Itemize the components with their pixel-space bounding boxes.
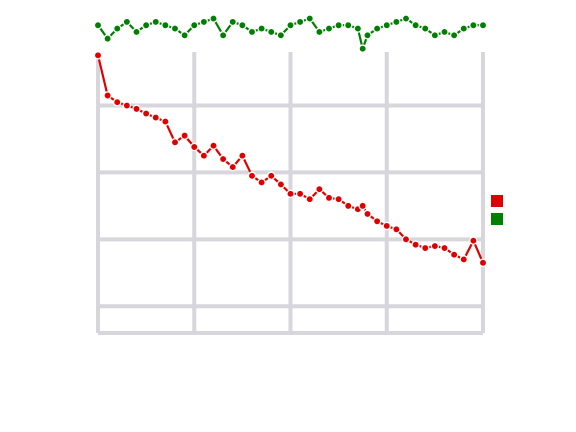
series-0-point-23 — [315, 184, 324, 194]
series-1-point-20 — [286, 20, 295, 30]
series-1-point-32 — [392, 17, 401, 27]
series-1-point-11 — [199, 17, 209, 27]
series-1-point-29 — [363, 31, 372, 40]
series-1-point-39 — [459, 24, 468, 33]
series-0-point-26 — [343, 201, 353, 211]
series-1-point-24 — [324, 24, 334, 33]
series-1-point-15 — [238, 20, 247, 30]
series-0-point-18 — [266, 171, 276, 181]
series-1-point-14 — [228, 17, 237, 27]
legend-swatch-1 — [491, 213, 503, 225]
series-1-point-22 — [305, 14, 314, 23]
series-1-point-27 — [353, 24, 363, 33]
series-0-point-38 — [449, 250, 459, 259]
series-1-point-13 — [218, 31, 228, 40]
series-0-point-9 — [180, 131, 189, 140]
series-0-point-7 — [161, 117, 170, 126]
series-1-point-0 — [93, 20, 103, 30]
series-0-point-4 — [132, 104, 141, 114]
series-0-point-10 — [189, 142, 199, 152]
series-0-point-5 — [141, 109, 151, 118]
series-0-point-15 — [238, 151, 247, 160]
series-1-point-35 — [420, 24, 430, 33]
series-1-point-36 — [430, 31, 440, 40]
axes — [96, 52, 483, 335]
series-1-point-41 — [478, 20, 488, 30]
series-1-point-5 — [141, 20, 151, 30]
series-1-point-31 — [382, 20, 391, 30]
series-1-point-40 — [469, 20, 478, 30]
series-0-point-12 — [209, 141, 218, 150]
series-0-point-14 — [228, 162, 237, 172]
series-0-point-30 — [372, 217, 382, 226]
series-0-point-17 — [257, 178, 266, 187]
series-1-point-25 — [334, 20, 343, 30]
series-0-point-21 — [295, 189, 305, 199]
series-1-point-30 — [372, 24, 382, 33]
series-0-point-2 — [113, 97, 122, 107]
series-0-point-11 — [199, 151, 209, 160]
series-1-point-6 — [151, 17, 160, 27]
series-0-point-39 — [459, 255, 468, 264]
series-1-point-17 — [257, 24, 266, 33]
series-1-point-16 — [247, 27, 257, 37]
series-0-point-13 — [218, 154, 228, 164]
series-1-point-12 — [209, 14, 218, 23]
series-0-point-24 — [324, 193, 334, 203]
series-1-point-34 — [411, 20, 420, 30]
series-0-point-31 — [382, 221, 391, 231]
series-0-point-25 — [334, 194, 343, 204]
series-1-point-10 — [189, 20, 199, 30]
series-0-point-6 — [151, 113, 160, 122]
series-1-point-8 — [170, 24, 180, 33]
series-0-point-8 — [170, 138, 180, 147]
series-1-point-26 — [343, 20, 353, 30]
series-0-point-16 — [247, 171, 257, 181]
series-1-point-3 — [122, 17, 132, 27]
series-0-point-0 — [93, 51, 103, 60]
series-0-point-36 — [430, 241, 440, 251]
series-0-point-32 — [392, 225, 401, 234]
series-0-point-37 — [440, 243, 449, 253]
series-0-point-29 — [363, 209, 372, 219]
series-0-point-1 — [103, 91, 112, 100]
series-1-point-38 — [449, 31, 459, 40]
series-1-point-28 — [358, 44, 367, 53]
series-1-point-7 — [161, 20, 170, 30]
series-1-point-21 — [295, 17, 305, 27]
series-1-point-19 — [276, 31, 286, 40]
series-0-point-22 — [305, 194, 314, 204]
series-0-point-28 — [358, 201, 367, 211]
grid — [96, 52, 485, 333]
series-1-point-2 — [113, 24, 122, 33]
series-0-point-20 — [286, 189, 295, 199]
series-1-point-1 — [103, 34, 112, 43]
series-0-point-33 — [401, 235, 411, 244]
series-0-point-3 — [122, 101, 132, 110]
series-0-point-41 — [478, 258, 488, 267]
series-1-point-9 — [180, 31, 189, 40]
series-0-point-40 — [469, 236, 478, 245]
series-0-point-19 — [276, 180, 286, 189]
legend — [491, 195, 503, 225]
series-1-point-37 — [440, 27, 449, 37]
series-1-point-18 — [266, 27, 276, 37]
series-0-point-35 — [420, 243, 430, 253]
series-1-point-4 — [132, 27, 141, 37]
legend-swatch-0 — [491, 195, 503, 207]
series-1-point-33 — [401, 14, 411, 23]
series-layer — [93, 14, 488, 267]
series-0-point-34 — [411, 240, 420, 249]
series-1-point-23 — [315, 27, 324, 37]
